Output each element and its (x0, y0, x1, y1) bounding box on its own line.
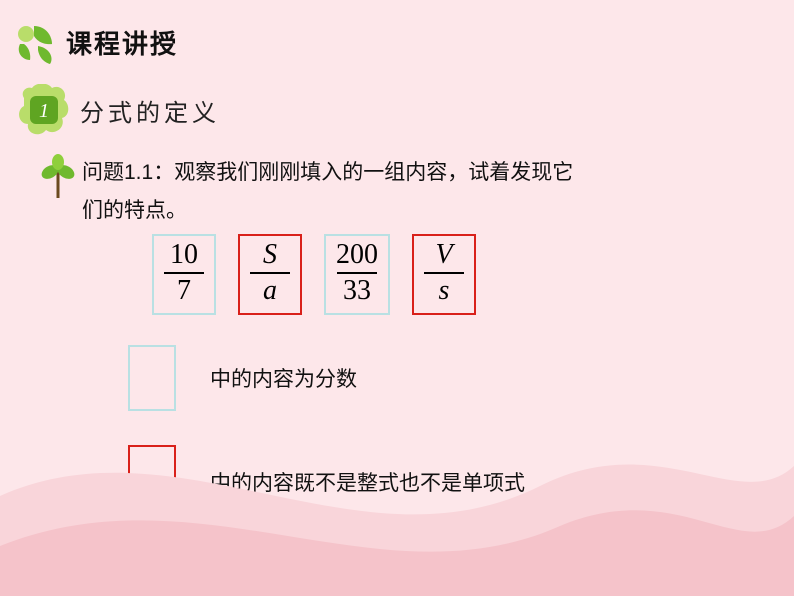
fraction-box-0: 107 (152, 234, 216, 316)
fraction-bar (164, 272, 204, 274)
fraction-bar (337, 272, 377, 274)
fraction-box-3: Vs (412, 234, 476, 316)
section-title: 分式的定义 (80, 93, 220, 128)
slide-title: 课程讲授 (66, 24, 178, 61)
question-prefix: 问题1.1： (82, 161, 174, 184)
fraction-numerator: V (435, 240, 452, 271)
section-number: 1 (39, 100, 49, 122)
fraction-box-2: 20033 (324, 234, 390, 316)
fraction-numerator: 10 (170, 240, 198, 271)
fraction-numerator: S (263, 240, 277, 271)
fraction-denominator: s (439, 276, 450, 307)
fraction-bar (250, 272, 290, 274)
legend-row-1: 中的内容既不是整式也不是单项式 (128, 445, 794, 519)
legend-swatch (128, 345, 176, 411)
question-line2: 们的特点。 (82, 199, 187, 222)
leaf-logo-icon (10, 18, 58, 66)
fraction-bar (424, 272, 464, 274)
plant-icon (40, 154, 76, 198)
legend-block: 中的内容为分数中的内容既不是整式也不是单项式 (0, 345, 794, 519)
fraction-denominator: a (263, 276, 277, 307)
section-heading-row: 1 分式的定义 (0, 84, 794, 136)
section-badge-icon: 1 (18, 84, 70, 136)
question-line1: 观察我们刚刚填入的一组内容，试着发现它 (174, 161, 573, 184)
question-block: 问题1.1：观察我们刚刚填入的一组内容，试着发现它 们的特点。 (0, 154, 794, 230)
slide-header: 课程讲授 (0, 0, 794, 66)
legend-label: 中的内容为分数 (210, 363, 357, 393)
fraction-denominator: 33 (343, 276, 371, 307)
legend-row-0: 中的内容为分数 (128, 345, 794, 411)
fraction-box-1: Sa (238, 234, 302, 316)
question-text: 问题1.1：观察我们刚刚填入的一组内容，试着发现它 们的特点。 (82, 154, 573, 230)
fractions-row: 107Sa20033Vs (0, 234, 794, 316)
legend-label: 中的内容既不是整式也不是单项式 (210, 467, 525, 497)
fraction-denominator: 7 (177, 276, 191, 307)
fraction-numerator: 200 (336, 240, 378, 271)
legend-swatch (128, 445, 176, 519)
